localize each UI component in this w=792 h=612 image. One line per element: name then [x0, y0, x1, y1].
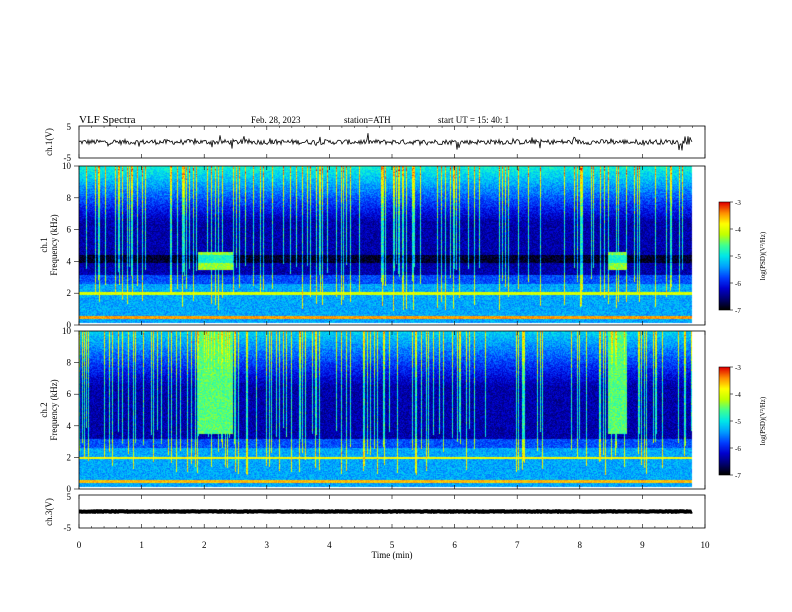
- ch2-colorbar-gradient: [719, 367, 730, 475]
- ch1-channel-label: ch.1: [39, 237, 49, 252]
- time-tick-label: 8: [578, 540, 583, 550]
- ch3-ytick-top: 5: [67, 492, 72, 502]
- ch1-waveform-trace: [78, 133, 693, 151]
- ch3-waveform-panel: 5 -5 ch.3(V): [44, 492, 706, 533]
- colorbar-tick-label: -5: [735, 253, 741, 261]
- ch2-frequency-label: Frequency (kHz): [49, 379, 59, 440]
- start-ut-label: start UT = 15: 40: 1: [438, 115, 509, 125]
- frequency-tick-label: 10: [62, 161, 72, 171]
- time-axis: 0 1 2 3 4 5 6 7 8 9 10: [77, 126, 710, 550]
- time-tick-label: 0: [77, 540, 82, 550]
- frequency-tick-label: 0: [67, 484, 72, 494]
- ch1-spectrogram-yticks: 0 2 4 6 8 10: [62, 161, 79, 330]
- ch1-waveform-panel: 5 -5 ch.1(V): [44, 122, 706, 163]
- frequency-tick-label: 2: [67, 288, 72, 298]
- time-tick-label: 7: [515, 540, 520, 550]
- ch2-colorbar-ticks: -3 -4 -5 -6 -7: [730, 364, 741, 480]
- colorbar-tick-label: -6: [735, 445, 741, 453]
- frequency-tick-label: 4: [67, 421, 72, 431]
- frequency-tick-label: 4: [67, 256, 72, 266]
- time-tick-label: 2: [202, 540, 207, 550]
- colorbar-tick-label: -3: [735, 199, 741, 207]
- ch2-colorbar-label: log(PSD)(V²/Hz): [759, 396, 767, 445]
- time-tick-label: 3: [265, 540, 270, 550]
- colorbar-tick-label: -7: [735, 472, 741, 480]
- time-tick-label: 5: [390, 540, 395, 550]
- ch3-waveform-trace: [79, 508, 693, 515]
- time-tick-label: 1: [139, 540, 144, 550]
- time-tick-label: 9: [640, 540, 645, 550]
- ch2-spectrogram-image: [79, 331, 705, 489]
- colorbar-tick-label: -4: [735, 226, 741, 234]
- frequency-tick-label: 6: [67, 389, 72, 399]
- colorbar-tick-label: -4: [735, 391, 741, 399]
- frequency-tick-label: 2: [67, 452, 72, 462]
- frequency-tick-label: 0: [67, 320, 72, 330]
- frequency-tick-label: 10: [62, 326, 72, 336]
- colorbar-tick-label: -6: [735, 280, 741, 288]
- ch1-ytick-bottom: -5: [64, 153, 72, 163]
- ch1-spectrogram-image: [79, 166, 705, 325]
- ch1-colorbar-gradient: [719, 202, 730, 310]
- time-tick-label: 4: [327, 540, 332, 550]
- date-label: Feb. 28, 2023: [251, 115, 301, 125]
- figure-title: VLF Spectra: [79, 114, 136, 126]
- ch2-colorbar: -3 -4 -5 -6 -7 log(PSD)(V²/Hz): [718, 364, 767, 480]
- ch1-colorbar: -3 -4 -5 -6 -7 log(PSD)(V²/Hz): [718, 199, 767, 315]
- ch3-waveform-ylabel: ch.3(V): [44, 498, 54, 526]
- ch1-colorbar-label: log(PSD)(V²/Hz): [759, 231, 767, 280]
- ch2-spectrogram-panel: 0 2 4 6 8 10 ch.2 Frequency (kHz): [39, 326, 706, 494]
- station-label: station=ATH: [344, 115, 391, 125]
- frequency-tick-label: 6: [67, 225, 72, 235]
- ch1-spectrogram-panel: 0 2 4 6 8 10 ch.1 Frequency (kHz): [39, 161, 706, 330]
- colorbar-tick-label: -7: [735, 307, 741, 315]
- frequency-tick-label: 8: [67, 358, 72, 368]
- colorbar-tick-label: -5: [735, 418, 741, 426]
- ch1-waveform-ylabel: ch.1(V): [44, 128, 54, 156]
- time-axis-label: Time (min): [372, 550, 413, 560]
- time-tick-label: 6: [452, 540, 457, 550]
- colorbar-tick-label: -3: [735, 364, 741, 372]
- ch1-ytick-top: 5: [67, 122, 72, 132]
- ch2-channel-label: ch.2: [39, 402, 49, 417]
- ch1-frequency-label: Frequency (kHz): [49, 214, 59, 275]
- ch1-colorbar-ticks: -3 -4 -5 -6 -7: [730, 199, 741, 315]
- ch1-waveform-frame: [78, 125, 706, 159]
- ch2-spectrogram-yticks: 0 2 4 6 8 10: [62, 326, 79, 494]
- time-tick-label: 10: [701, 540, 711, 550]
- frequency-tick-label: 8: [67, 193, 72, 203]
- ch3-ytick-bottom: -5: [64, 523, 72, 533]
